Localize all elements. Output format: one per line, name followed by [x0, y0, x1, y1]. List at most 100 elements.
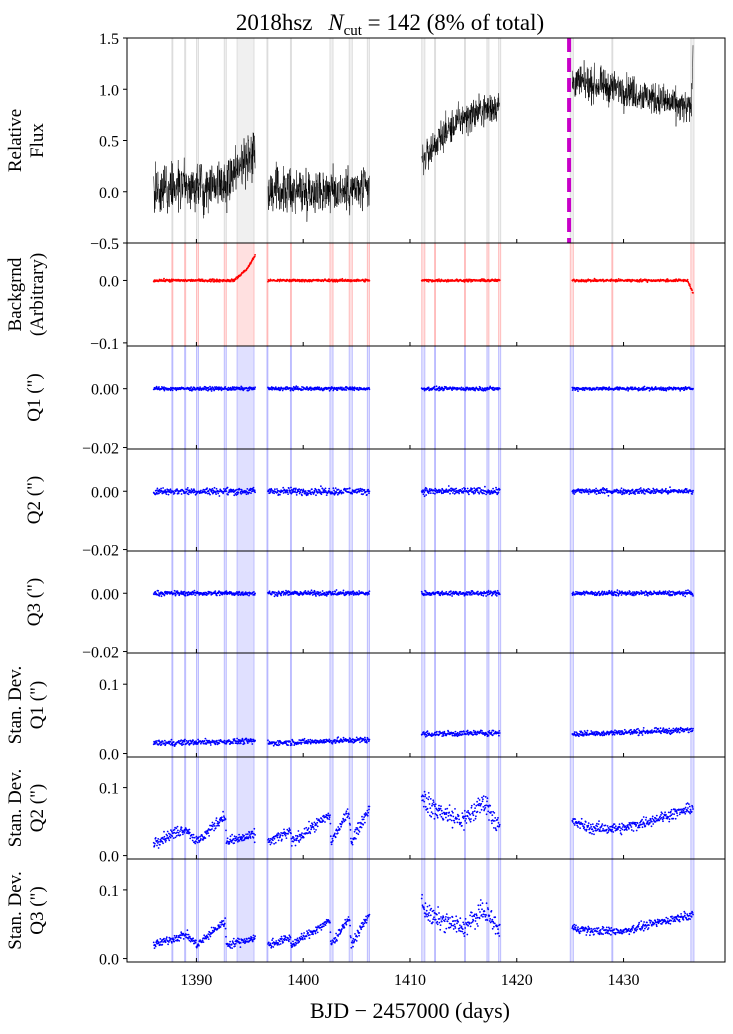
data-point: [368, 593, 370, 595]
data-point: [368, 740, 370, 742]
data-point: [347, 590, 349, 593]
title-suffix: = 142 (8% of total): [362, 10, 544, 35]
data-point: [498, 279, 501, 282]
data-point: [165, 493, 168, 495]
data-point: [427, 280, 430, 283]
data-point: [687, 491, 690, 494]
data-point: [269, 490, 272, 493]
data-point: [225, 490, 228, 492]
data-point: [356, 387, 359, 389]
data-point: [671, 593, 674, 596]
data-point: [424, 590, 427, 593]
data-point: [427, 492, 430, 495]
data-point: [438, 278, 440, 281]
background-series-2: [420, 278, 501, 283]
data-point: [196, 743, 199, 745]
data-point: [352, 590, 355, 593]
data-point: [210, 489, 213, 492]
data-point: [201, 278, 204, 281]
data-point: [307, 590, 310, 593]
data-point: [466, 729, 469, 732]
background-series-3: [571, 277, 694, 294]
data-point: [301, 741, 303, 744]
data-point: [343, 387, 345, 389]
data-point: [462, 492, 465, 494]
y-tick-label: 0.00: [91, 586, 119, 603]
q1-series-0: [152, 385, 256, 392]
data-point: [485, 493, 487, 496]
data-point: [455, 487, 458, 490]
data-point: [169, 488, 172, 491]
data-point: [295, 494, 298, 496]
data-point: [158, 739, 160, 742]
data-point: [626, 591, 629, 594]
data-point: [155, 491, 158, 494]
data-point: [630, 492, 633, 495]
data-point: [323, 388, 326, 391]
data-point: [474, 389, 476, 392]
data-point: [489, 385, 492, 388]
cut-band: [690, 551, 695, 653]
data-point: [190, 491, 193, 494]
data-point: [342, 589, 345, 592]
data-point: [478, 492, 481, 495]
data-point: [215, 487, 218, 490]
data-point: [286, 489, 289, 492]
data-point: [165, 491, 168, 493]
data-point: [310, 589, 313, 592]
data-point: [156, 487, 159, 490]
cut-band: [570, 551, 574, 653]
data-point: [285, 742, 288, 744]
data-point: [685, 488, 688, 490]
data-point: [204, 490, 206, 493]
data-point: [644, 493, 646, 495]
data-point: [232, 742, 234, 745]
data-point: [176, 590, 179, 592]
data-point: [298, 488, 301, 491]
cut-band: [486, 346, 490, 449]
data-point: [209, 385, 211, 388]
data-point: [286, 592, 289, 594]
data-point: [482, 594, 485, 597]
data-point: [363, 739, 366, 742]
sd1-series-1: [267, 736, 371, 747]
data-point: [460, 734, 462, 736]
data-point: [602, 278, 604, 281]
data-point: [365, 490, 367, 493]
data-point: [334, 742, 337, 744]
data-point: [667, 591, 670, 594]
data-point: [637, 488, 639, 491]
data-point: [290, 492, 293, 495]
data-point: [154, 590, 157, 593]
data-point: [242, 740, 245, 743]
data-point: [495, 595, 498, 597]
data-point: [210, 390, 213, 392]
data-point: [287, 744, 289, 746]
data-point: [357, 488, 360, 491]
data-point: [445, 489, 448, 491]
cut-band: [349, 653, 353, 757]
data-point: [629, 279, 632, 281]
data-point: [598, 590, 600, 593]
data-point: [249, 489, 252, 492]
cut-band: [486, 551, 490, 653]
data-point: [470, 591, 472, 594]
data-point: [347, 739, 350, 741]
data-point: [164, 743, 167, 745]
data-point: [458, 734, 460, 737]
data-point: [572, 591, 575, 594]
data-point: [169, 740, 172, 743]
data-point: [236, 277, 239, 280]
cut-band: [690, 243, 695, 346]
data-point: [631, 386, 634, 389]
data-point: [587, 493, 590, 495]
flux-series-3: [572, 45, 694, 127]
data-point: [218, 495, 221, 497]
data-point: [595, 493, 598, 495]
data-point: [280, 594, 282, 597]
data-point: [294, 490, 296, 493]
data-point: [612, 594, 615, 597]
data-point: [348, 594, 351, 596]
data-point: [451, 389, 453, 391]
plot-area-q2: [152, 449, 695, 551]
